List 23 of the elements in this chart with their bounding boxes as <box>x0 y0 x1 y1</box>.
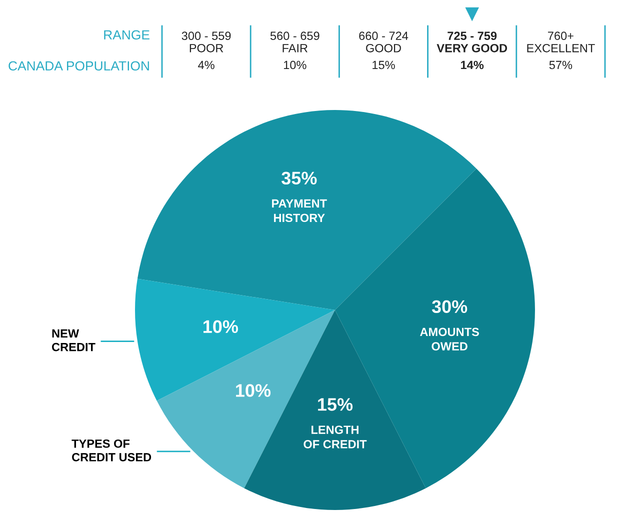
category-label: 300 - 559 POOR <box>182 32 231 52</box>
slice-label: AMOUNTS OWED <box>420 328 479 351</box>
slice-label: LENGTH OF CREDIT <box>304 426 367 448</box>
text: ▼ <box>465 7 479 22</box>
data-label: 10% <box>203 320 238 333</box>
category-label: 725 - 759 VERY GOOD <box>436 32 508 52</box>
slice-label: PAYMENT HISTORY <box>272 199 327 222</box>
data-label: 30% <box>432 300 468 314</box>
slice-label: NEW CREDIT <box>52 329 96 352</box>
data-label: 4% <box>198 60 214 70</box>
data-label: 15% <box>318 398 353 411</box>
data-label: 14% <box>461 60 484 70</box>
category-label: 760+ EXCELLENT <box>527 32 595 52</box>
data-label: 15% <box>372 60 395 70</box>
data-label: 10% <box>236 384 271 397</box>
data-label: 10% <box>284 60 306 70</box>
text: CANADA POPULATION <box>8 61 149 71</box>
slice-label: TYPES OF CREDIT USED <box>72 439 152 462</box>
data-label: 35% <box>282 172 317 185</box>
category-label: 560 - 659 FAIR <box>270 32 320 52</box>
data-label: 57% <box>549 60 572 70</box>
category-label: 660 - 724 GOOD <box>359 32 408 52</box>
text: RANGE <box>104 30 150 40</box>
